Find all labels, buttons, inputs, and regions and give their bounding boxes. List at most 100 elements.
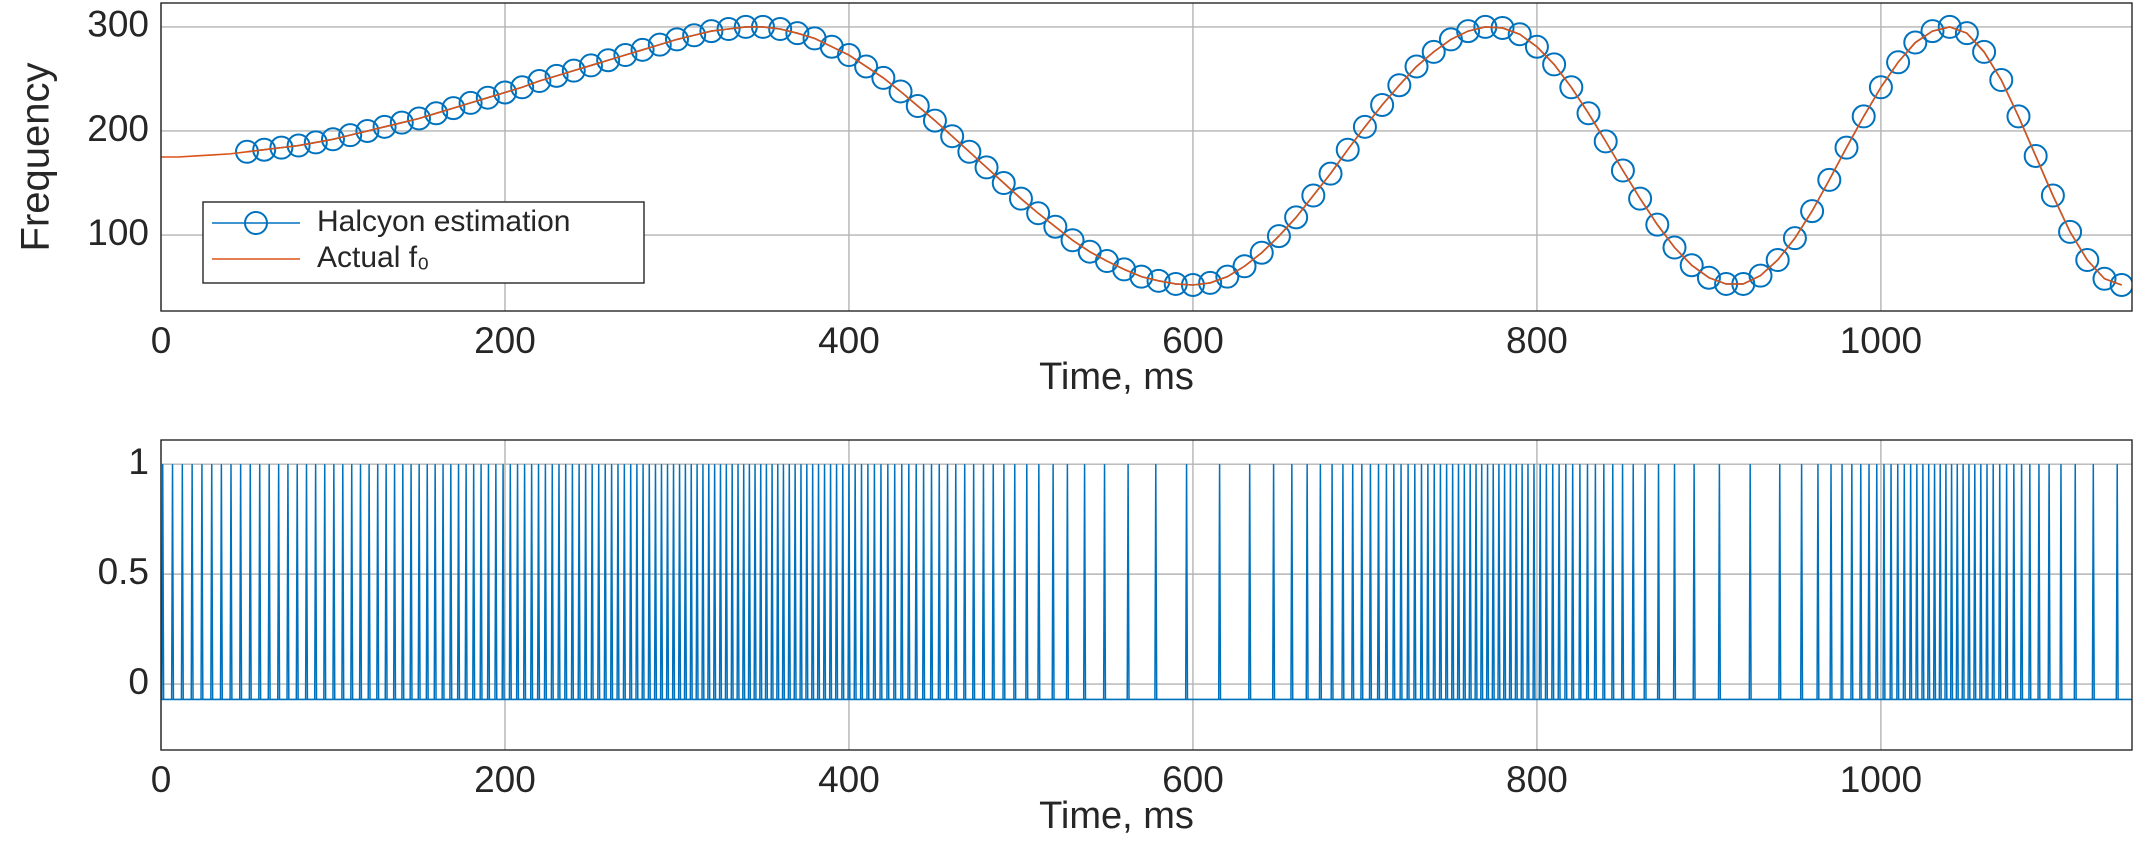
marker — [1662, 235, 1687, 260]
pulse — [1474, 464, 1478, 700]
marker — [613, 43, 638, 68]
marker — [1559, 75, 1584, 100]
pulse — [712, 464, 717, 700]
pulse — [1514, 464, 1518, 700]
marker — [699, 19, 724, 44]
pulse — [1544, 464, 1549, 700]
pulse — [267, 464, 271, 700]
marker — [1920, 19, 1945, 44]
y-tick-label: 1 — [128, 441, 149, 482]
marker — [2006, 104, 2031, 129]
pulse — [1602, 464, 1606, 700]
pulse — [799, 464, 803, 700]
pulse — [822, 464, 827, 700]
x-axis-label: Time, ms — [1039, 356, 1194, 398]
pulse — [1368, 464, 1373, 700]
marker — [1782, 226, 1807, 251]
marker — [974, 155, 999, 180]
axes: 0 200 400 600 800 1000 0 0.5 1 Time, ms — [98, 439, 2133, 837]
pulse — [1037, 464, 1041, 700]
pulse — [1002, 464, 1006, 700]
pulse — [753, 464, 757, 700]
marker — [1886, 50, 1911, 75]
marker — [2092, 266, 2117, 291]
y-tick-label: 0 — [128, 661, 149, 702]
marker — [1370, 92, 1395, 117]
marker — [286, 133, 311, 158]
pulse — [190, 464, 194, 700]
pulse — [981, 464, 986, 700]
pulse — [1593, 464, 1598, 700]
marker — [888, 79, 913, 104]
pulse — [286, 464, 290, 700]
pulse — [2019, 464, 2024, 700]
pulse — [1341, 464, 1345, 700]
marker — [940, 124, 965, 149]
pulse — [1998, 464, 2002, 700]
pulse — [433, 464, 437, 700]
marker — [1524, 34, 1549, 59]
pulse — [1013, 464, 1017, 700]
pulse — [2115, 464, 2119, 700]
pulse — [358, 464, 363, 700]
pulse — [2059, 464, 2063, 700]
x-tick-label: 0 — [151, 759, 172, 800]
pulse — [609, 464, 614, 700]
pulse — [2037, 464, 2041, 700]
pulse — [695, 464, 699, 700]
marker — [922, 108, 947, 133]
pulse — [1955, 464, 1959, 700]
pulse — [759, 464, 763, 700]
pulse — [200, 464, 204, 700]
marker — [1284, 205, 1309, 230]
marker — [578, 53, 603, 78]
marker — [1456, 19, 1481, 44]
marker — [1645, 212, 1670, 237]
pulse — [1875, 464, 1879, 700]
pulse — [1867, 464, 1871, 700]
pulse — [1557, 464, 1561, 700]
marker — [1421, 39, 1446, 64]
pulse — [1444, 464, 1449, 700]
pulse — [494, 464, 498, 700]
x-tick-label: 600 — [1162, 759, 1224, 800]
pulse — [1896, 464, 1900, 700]
marker — [1868, 75, 1893, 100]
pulse — [1102, 464, 1107, 700]
pulse — [622, 464, 626, 700]
pulse — [1551, 464, 1555, 700]
pulse — [2073, 464, 2077, 700]
pulse — [219, 464, 224, 700]
marker — [905, 94, 930, 119]
pulse — [1932, 464, 1937, 700]
marker — [338, 123, 363, 148]
marker — [527, 69, 552, 94]
pulse — [1392, 464, 1396, 700]
pulse — [590, 464, 594, 700]
pulse — [1360, 464, 1364, 700]
pulse — [1480, 464, 1484, 700]
marker — [1954, 21, 1979, 46]
marker — [2058, 219, 2083, 244]
pulse — [323, 464, 327, 700]
marker — [1026, 201, 1051, 226]
pulse — [893, 464, 897, 700]
marker — [1146, 268, 1171, 293]
marker — [647, 32, 672, 57]
marker — [1266, 224, 1291, 249]
pulse — [859, 464, 864, 700]
pulse — [647, 464, 651, 700]
marker — [475, 85, 500, 110]
pulse — [1384, 464, 1389, 700]
pulse — [1944, 464, 1948, 700]
pulse — [1526, 464, 1530, 700]
pulse — [872, 464, 877, 700]
pulse — [401, 464, 405, 700]
pulse — [683, 464, 688, 700]
marker — [716, 17, 741, 42]
marker — [2023, 143, 2048, 168]
pulse — [1082, 464, 1087, 700]
pulse — [161, 464, 165, 700]
pulse — [1532, 464, 1536, 700]
pulse — [1961, 464, 1965, 700]
